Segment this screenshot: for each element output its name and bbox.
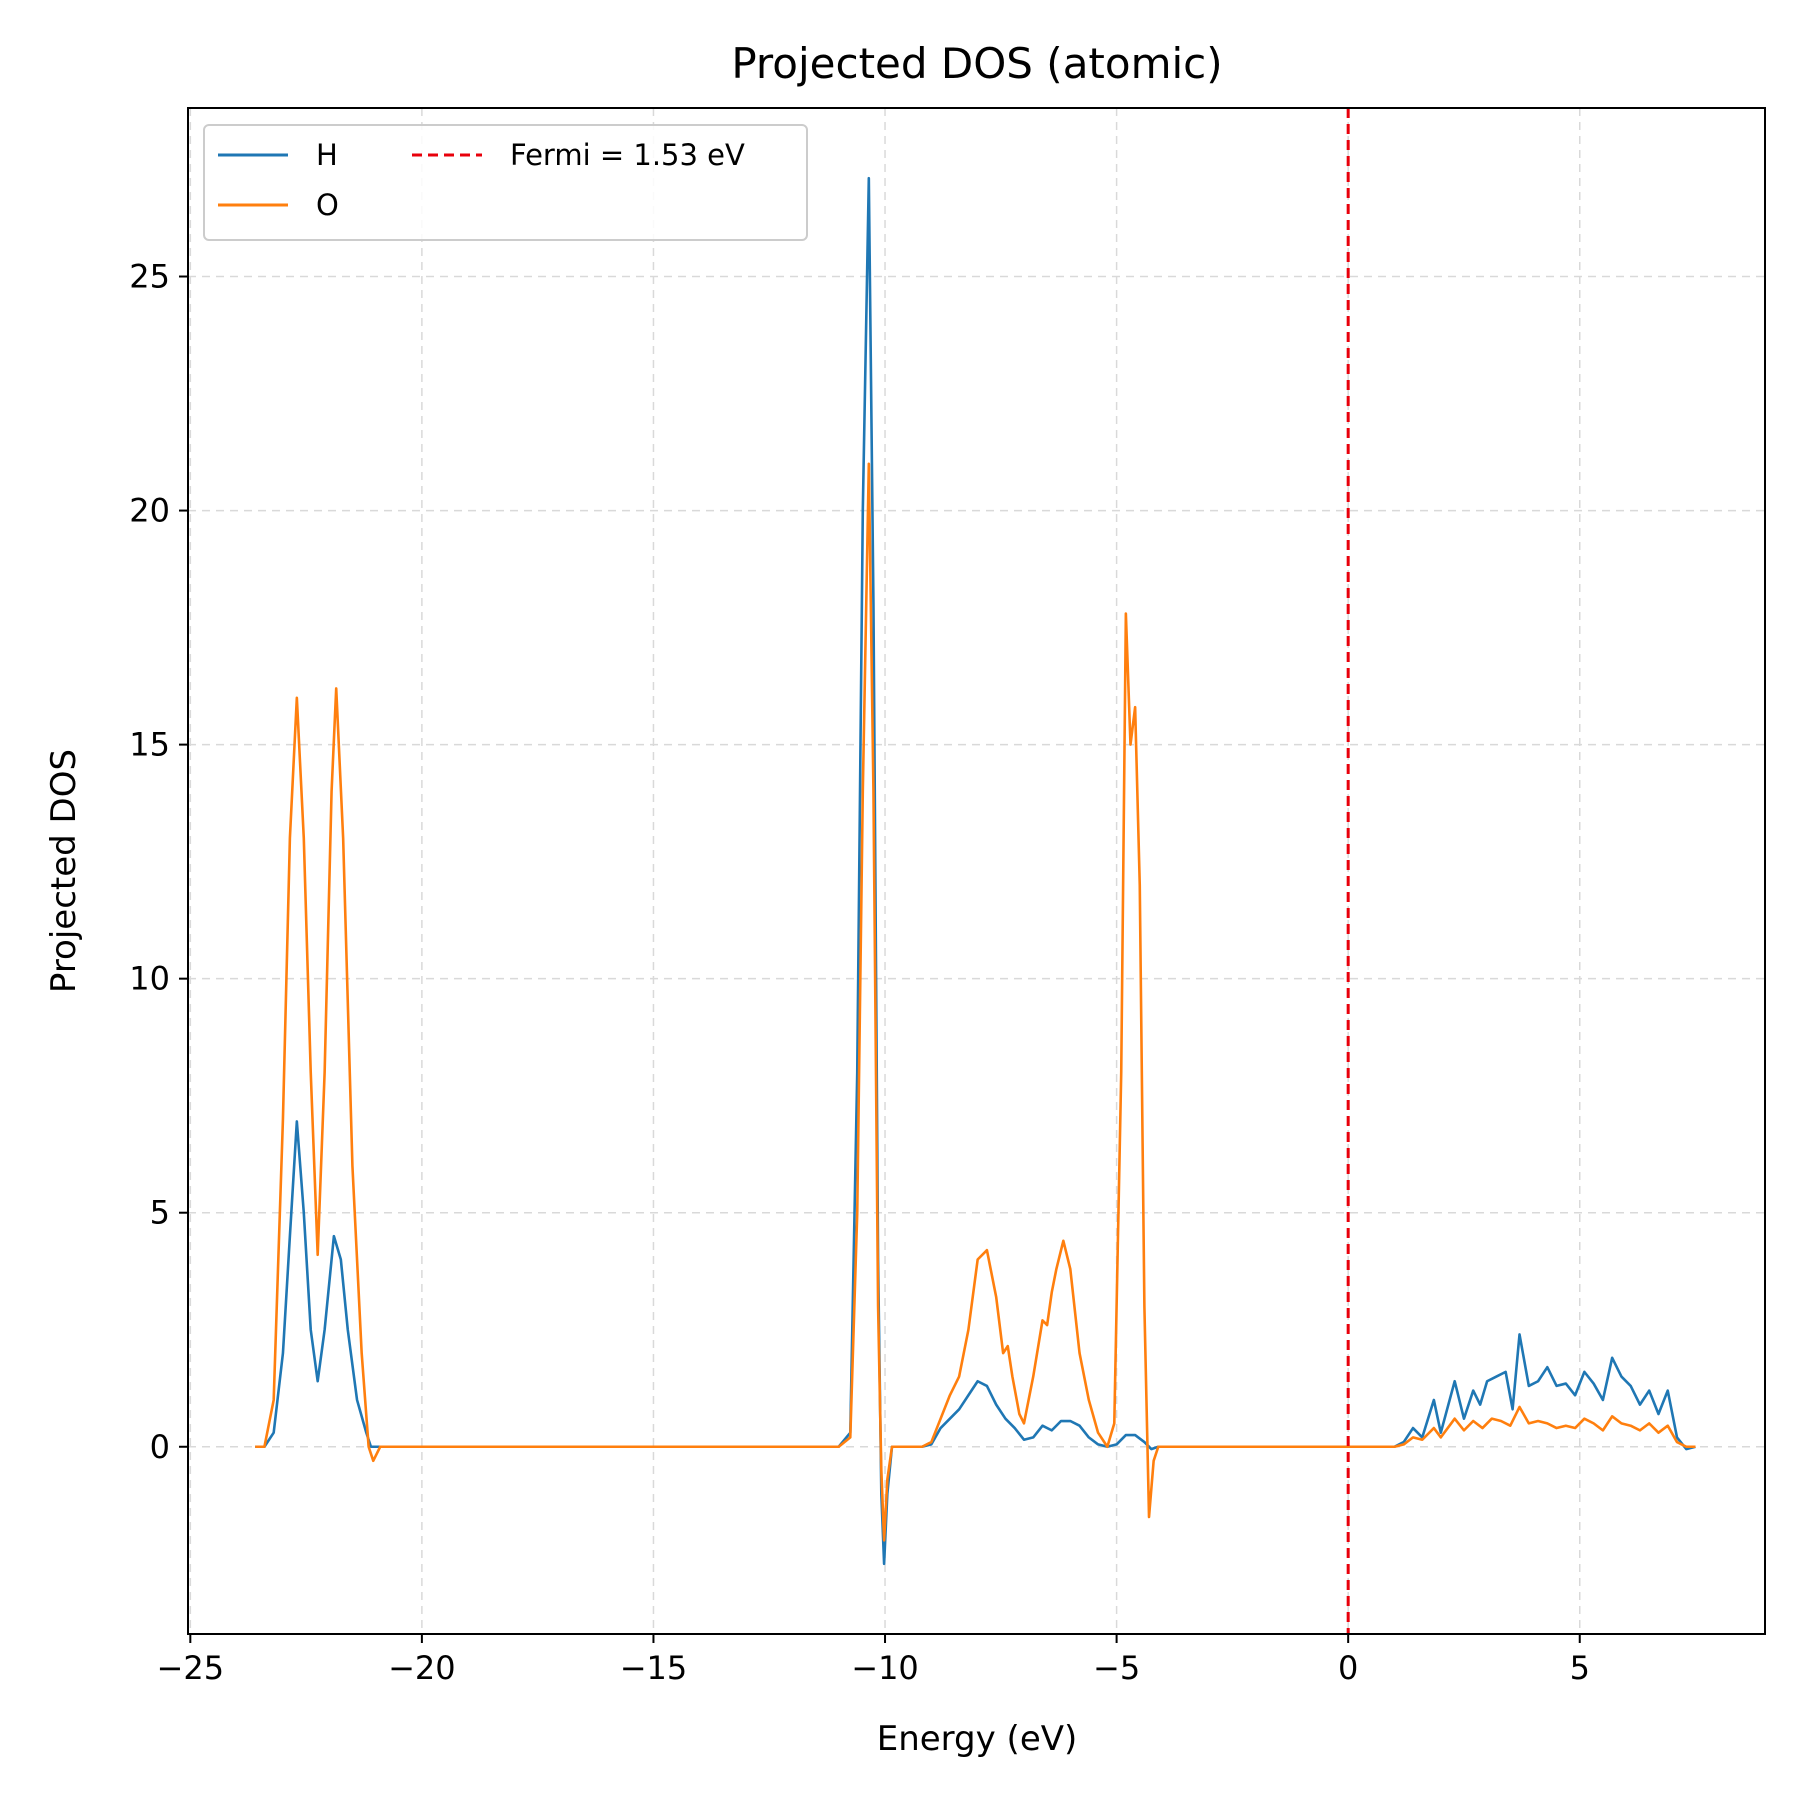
- y-tick-label: 15: [129, 726, 170, 764]
- series-line-o: [255, 462, 1696, 1542]
- x-tick-label: −25: [157, 1649, 225, 1687]
- legend-label-o: O: [316, 188, 339, 222]
- x-tick-label: 5: [1570, 1649, 1590, 1687]
- x-axis-label: Energy (eV): [877, 1719, 1078, 1759]
- y-axis-label: Projected DOS: [44, 749, 84, 993]
- legend-label-h: H: [316, 138, 338, 172]
- legend-box: [203, 124, 808, 241]
- y-axis: 0 5 10 15 20 25: [129, 258, 188, 1466]
- x-axis: −25 −20 −15 −10 −5 0 5: [157, 1634, 1590, 1687]
- x-tick-label: −10: [851, 1649, 919, 1687]
- y-tick-label: 5: [150, 1194, 170, 1232]
- y-tick-label: 20: [129, 492, 170, 530]
- legend: H O Fermi = 1.53 eV: [203, 124, 808, 241]
- y-tick-label: 0: [150, 1428, 170, 1466]
- plot-area: [255, 108, 1696, 1634]
- x-tick-label: −15: [620, 1649, 688, 1687]
- y-tick-label: 10: [129, 960, 170, 998]
- chart-title: Projected DOS (atomic): [731, 39, 1222, 88]
- plot-frame: [187, 107, 1766, 1635]
- y-tick-label: 25: [129, 258, 170, 296]
- x-tick-label: −20: [388, 1649, 456, 1687]
- grid: [188, 108, 1765, 1634]
- x-tick-label: 0: [1338, 1649, 1358, 1687]
- legend-label-fermi: Fermi = 1.53 eV: [510, 138, 745, 172]
- x-tick-label: −5: [1093, 1649, 1140, 1687]
